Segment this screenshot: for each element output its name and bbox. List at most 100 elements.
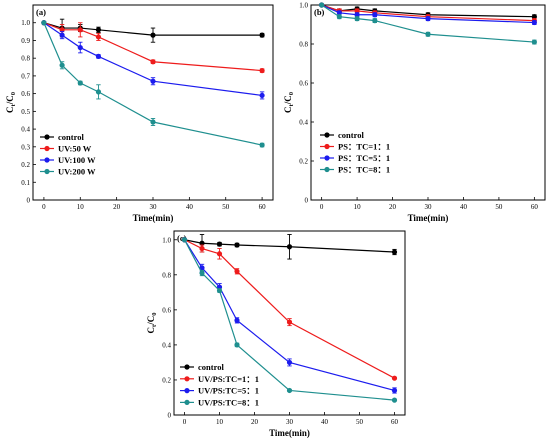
data-point [59, 32, 65, 38]
data-point [77, 80, 83, 86]
data-point [150, 59, 156, 65]
x-tick-label: 0 [42, 203, 46, 211]
series-3: PS：TC=5：1 [319, 2, 537, 163]
series-line [43, 22, 263, 36]
legend-swatch-marker [324, 155, 330, 161]
x-tick-label: 0 [183, 418, 187, 426]
y-tick-label: 1.0 [299, 2, 308, 10]
y-tick-label: 0 [305, 197, 309, 205]
x-tick-label: 40 [321, 418, 329, 426]
data-point [234, 268, 240, 274]
y-axis-title-sub: 0 [151, 313, 158, 316]
x-tick-label: 30 [150, 203, 158, 211]
series-line [43, 22, 263, 146]
y-tick-label: 0.5 [21, 108, 30, 116]
data-point [216, 287, 223, 294]
y-tick-label: 0.4 [21, 126, 30, 134]
legend-swatch-marker [44, 134, 50, 140]
chart-panel-2: 0 10 20 30 40 50 60 0 0.2 0.4 0.6 0.8 1.0 Time(min) Ct… [283, 2, 546, 223]
legend-swatch-marker [184, 399, 190, 405]
data-point [234, 242, 240, 248]
data-point [199, 245, 205, 252]
legend-label: PS：TC=8：1 [338, 165, 390, 175]
data-point [259, 142, 265, 148]
panel-label: (b) [314, 7, 325, 17]
legend-label: UV:50 W [58, 144, 92, 154]
series-2: UV/PS:TC=1：1 [180, 237, 398, 384]
x-tick-label: 20 [113, 203, 121, 211]
legend-swatch-marker [324, 166, 330, 173]
legend-label: control [198, 362, 224, 372]
y-tick-label: 0 [27, 197, 31, 205]
x-tick-label: 40 [460, 203, 468, 211]
x-axis-title: Time(min) [133, 213, 174, 223]
x-tick-label: 10 [216, 418, 224, 426]
y-axis-title-sub: t [151, 324, 158, 327]
data-point [425, 16, 431, 22]
y-axis-title: Ct/C0 [5, 92, 17, 113]
legend-label: control [338, 130, 364, 140]
data-point [372, 12, 378, 18]
data-point [95, 34, 102, 40]
y-tick-label: 0.2 [299, 158, 308, 166]
y-axis-title-main: C [146, 327, 156, 334]
y-axis-title-main: C [283, 106, 293, 113]
y-tick-label: 0 [168, 412, 172, 420]
data-point [95, 27, 102, 33]
legend-swatch-marker [184, 364, 190, 370]
y-axis-title: Ct/C0 [283, 92, 295, 113]
panel-label: (a) [36, 7, 46, 17]
series-4: UV/PS:TC=8：1 [180, 237, 398, 407]
legend-label: UV:100 W [58, 155, 96, 165]
y-tick-label: 1.0 [21, 19, 30, 27]
data-point [531, 39, 537, 45]
data-point [286, 387, 293, 394]
legend-swatch-marker [44, 157, 50, 163]
series-line [43, 22, 263, 72]
series-line [321, 4, 535, 24]
y-axis-title-mid: /C [5, 95, 15, 105]
series-line [321, 4, 535, 43]
x-tick-label: 20 [389, 203, 397, 211]
data-point [259, 32, 265, 38]
y-tick-label: 0.8 [21, 55, 30, 63]
y-tick-label: 0.4 [299, 119, 308, 127]
x-tick-label: 50 [495, 203, 503, 211]
legend-label: control [58, 132, 84, 142]
data-point [77, 44, 83, 51]
y-tick-label: 0.4 [162, 341, 171, 349]
y-axis-title-sub: 0 [10, 92, 17, 95]
y-tick-label: 0.2 [162, 376, 171, 384]
series-line [184, 239, 395, 379]
x-tick-label: 20 [251, 418, 259, 426]
x-axis-title: Time(min) [269, 428, 310, 438]
data-point [77, 27, 83, 33]
data-point [216, 241, 223, 247]
data-point [234, 317, 240, 323]
y-tick-label: 0.8 [299, 41, 308, 49]
legend-swatch-marker [324, 143, 330, 150]
legend-label: PS：TC=1：1 [338, 142, 390, 152]
y-axis-title-sub: t [288, 103, 295, 106]
legend-label: UV:200 W [58, 167, 96, 177]
data-point [354, 16, 360, 22]
y-tick-label: 0.1 [21, 179, 30, 187]
y-axis-title-mid: /C [146, 316, 156, 326]
x-tick-label: 50 [222, 203, 230, 211]
x-tick-label: 60 [531, 203, 539, 211]
y-tick-label: 0.9 [21, 37, 30, 45]
x-tick-label: 0 [320, 203, 324, 211]
chart-panel-1: 0 10 20 30 40 50 60 0 0.1 0.2 0.3 0.4 0.5 0.6 0.7 0.8 0.… [5, 4, 274, 223]
data-point [286, 319, 293, 325]
series-line [183, 239, 395, 392]
y-axis-title-sub: t [10, 103, 17, 106]
data-point [259, 92, 265, 99]
data-point [150, 32, 156, 38]
series-4: UV:200 W [40, 20, 265, 177]
data-point [234, 342, 240, 348]
x-tick-label: 60 [391, 418, 399, 426]
data-point [95, 89, 102, 95]
y-tick-label: 1.0 [162, 236, 171, 244]
data-point [531, 19, 537, 26]
